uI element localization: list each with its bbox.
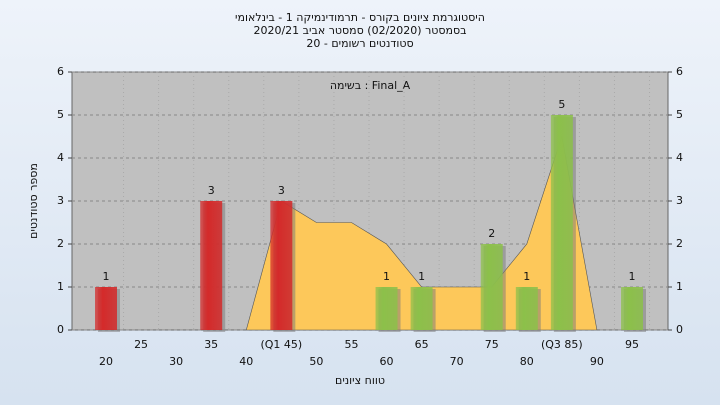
x-tick-label: 35 [204, 338, 218, 351]
data-label: 3 [278, 184, 285, 197]
x-tick-label: 70 [450, 355, 464, 368]
chart-title: היסטוגרמת ציונים בקורס - תרמודינמיקה 1 -… [235, 11, 485, 24]
data-label: 1 [523, 270, 530, 283]
x-tick-label: 20 [99, 355, 113, 368]
x-axis-label: טווח ציונים [335, 374, 385, 387]
y-tick-label: 1 [57, 280, 64, 293]
x-tick-label: 80 [520, 355, 534, 368]
bar [410, 287, 433, 330]
data-label: 5 [558, 98, 565, 111]
y-tick-label: 0 [57, 323, 64, 336]
y2-tick-label: 0 [676, 323, 683, 336]
x-tick-label: (Q3 85) [541, 338, 583, 351]
x-tick-label: 95 [625, 338, 639, 351]
data-label: 1 [629, 270, 636, 283]
chart-title: סטודנטים רשומים - 20 [306, 37, 413, 50]
bar [550, 115, 573, 330]
x-tick-label: 30 [169, 355, 183, 368]
y2-tick-label: 1 [676, 280, 683, 293]
bar [480, 244, 503, 330]
x-tick-label: 55 [344, 338, 358, 351]
y-tick-label: 4 [57, 151, 64, 164]
x-tick-label: 75 [485, 338, 499, 351]
legend-text: בשימה : Final_A [330, 79, 411, 92]
data-label: 3 [208, 184, 215, 197]
bar [95, 287, 117, 330]
y2-tick-label: 2 [676, 237, 683, 250]
y2-tick-label: 4 [676, 151, 683, 164]
bar [375, 287, 398, 330]
y-axis-label: מספר סטודנטים [27, 163, 40, 239]
y-tick-label: 2 [57, 237, 64, 250]
y2-tick-label: 5 [676, 108, 683, 121]
chart-title: בסמסטר (02/2020) סמסטר אביב 2020/21 [253, 24, 466, 37]
x-tick-label: 25 [134, 338, 148, 351]
data-label: 1 [418, 270, 425, 283]
data-label: 1 [383, 270, 390, 283]
x-tick-label: 90 [590, 355, 604, 368]
x-tick-label: 50 [309, 355, 323, 368]
y2-tick-label: 6 [676, 65, 683, 78]
y-tick-label: 3 [57, 194, 64, 207]
y-tick-label: 5 [57, 108, 64, 121]
bar [515, 287, 538, 330]
data-label: 1 [103, 270, 110, 283]
y-tick-label: 6 [57, 65, 64, 78]
x-tick-label: 40 [239, 355, 253, 368]
y2-tick-label: 3 [676, 194, 683, 207]
data-label: 2 [488, 227, 495, 240]
bar [270, 201, 293, 330]
bar [200, 201, 223, 330]
x-tick-label: 65 [415, 338, 429, 351]
x-tick-label: (Q1 45) [260, 338, 302, 351]
bar [621, 287, 643, 330]
x-tick-label: 60 [380, 355, 394, 368]
